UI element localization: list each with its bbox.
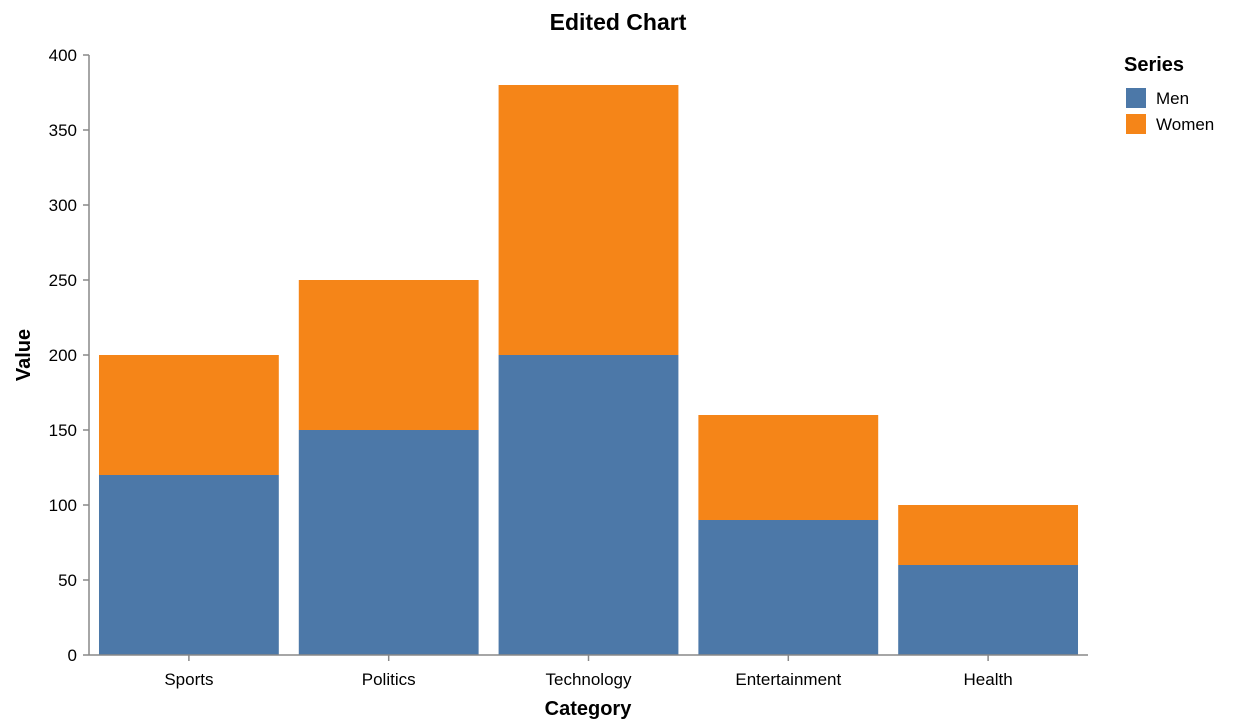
y-tick-label: 350 [49,121,77,140]
x-tick-label: Health [964,670,1013,689]
legend-swatch-women [1126,114,1146,134]
x-tick-label: Technology [545,670,632,689]
x-tick-label: Entertainment [735,670,841,689]
y-tick-label: 50 [58,571,77,590]
bars-group [98,85,1079,655]
bar-entertainment-men [698,520,879,655]
y-tick-label: 200 [49,346,77,365]
legend: Series Men Women [1124,54,1214,134]
x-axis: Sports Politics Technology Entertainment Hea… [89,654,1088,689]
x-tick-label: Sports [164,670,213,689]
y-axis: 0 50 100 150 200 250 300 350 400 [49,46,90,665]
y-tick-label: 250 [49,271,77,290]
y-tick-label: 0 [68,646,77,665]
y-tick-label: 100 [49,496,77,515]
bar-technology-women [498,85,679,355]
chart-title: Edited Chart [550,9,687,35]
y-tick-label: 150 [49,421,77,440]
legend-label-women: Women [1156,115,1214,134]
x-tick-label: Politics [362,670,416,689]
bar-politics-women [298,280,479,430]
legend-title: Series [1124,54,1184,76]
bar-health-men [898,565,1079,655]
bar-health-women [898,505,1079,565]
bar-technology-men [498,355,679,655]
y-axis-title: Value [13,329,35,381]
legend-swatch-men [1126,88,1146,108]
x-axis-title: Category [545,698,633,720]
bar-sports-men [98,475,279,655]
y-tick-label: 400 [49,46,77,65]
legend-label-men: Men [1156,89,1189,108]
bar-sports-women [98,355,279,475]
bar-entertainment-women [698,415,879,520]
bar-politics-men [298,430,479,655]
y-tick-label: 300 [49,196,77,215]
